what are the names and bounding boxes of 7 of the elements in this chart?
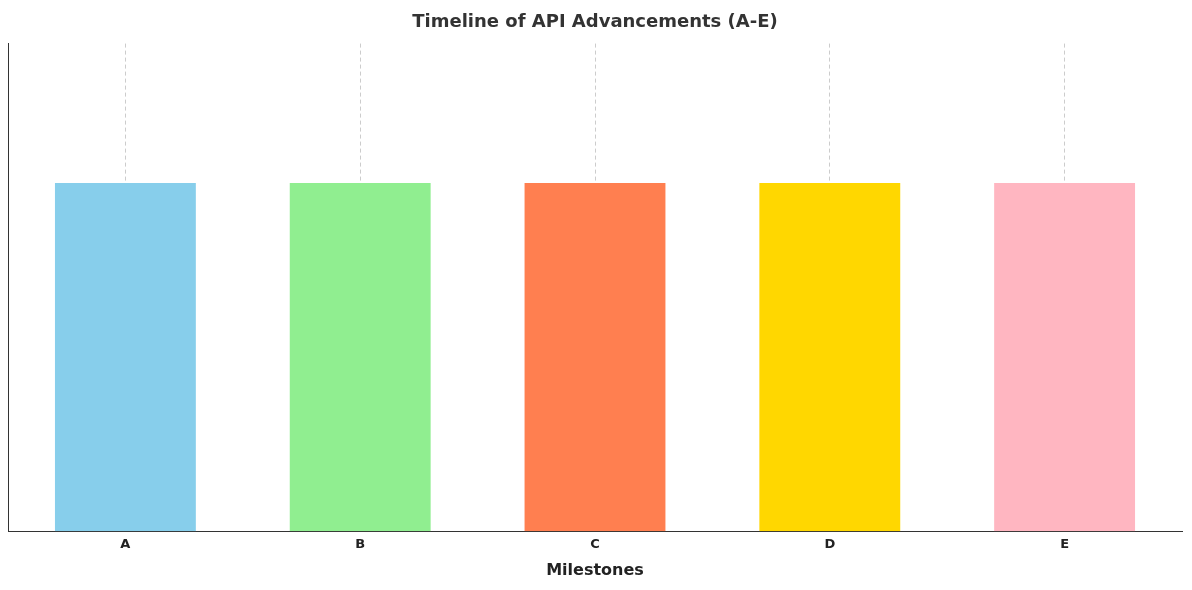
x-axis-title: Milestones <box>546 559 644 579</box>
x-tick-label: C <box>590 536 600 552</box>
chart-title: Timeline of API Advancements (A-E) <box>412 10 778 32</box>
x-tick-label: D <box>824 536 836 552</box>
x-tick-label: E <box>1060 536 1070 552</box>
x-tick-label: B <box>355 536 366 552</box>
x-tick-label: A <box>120 536 131 552</box>
